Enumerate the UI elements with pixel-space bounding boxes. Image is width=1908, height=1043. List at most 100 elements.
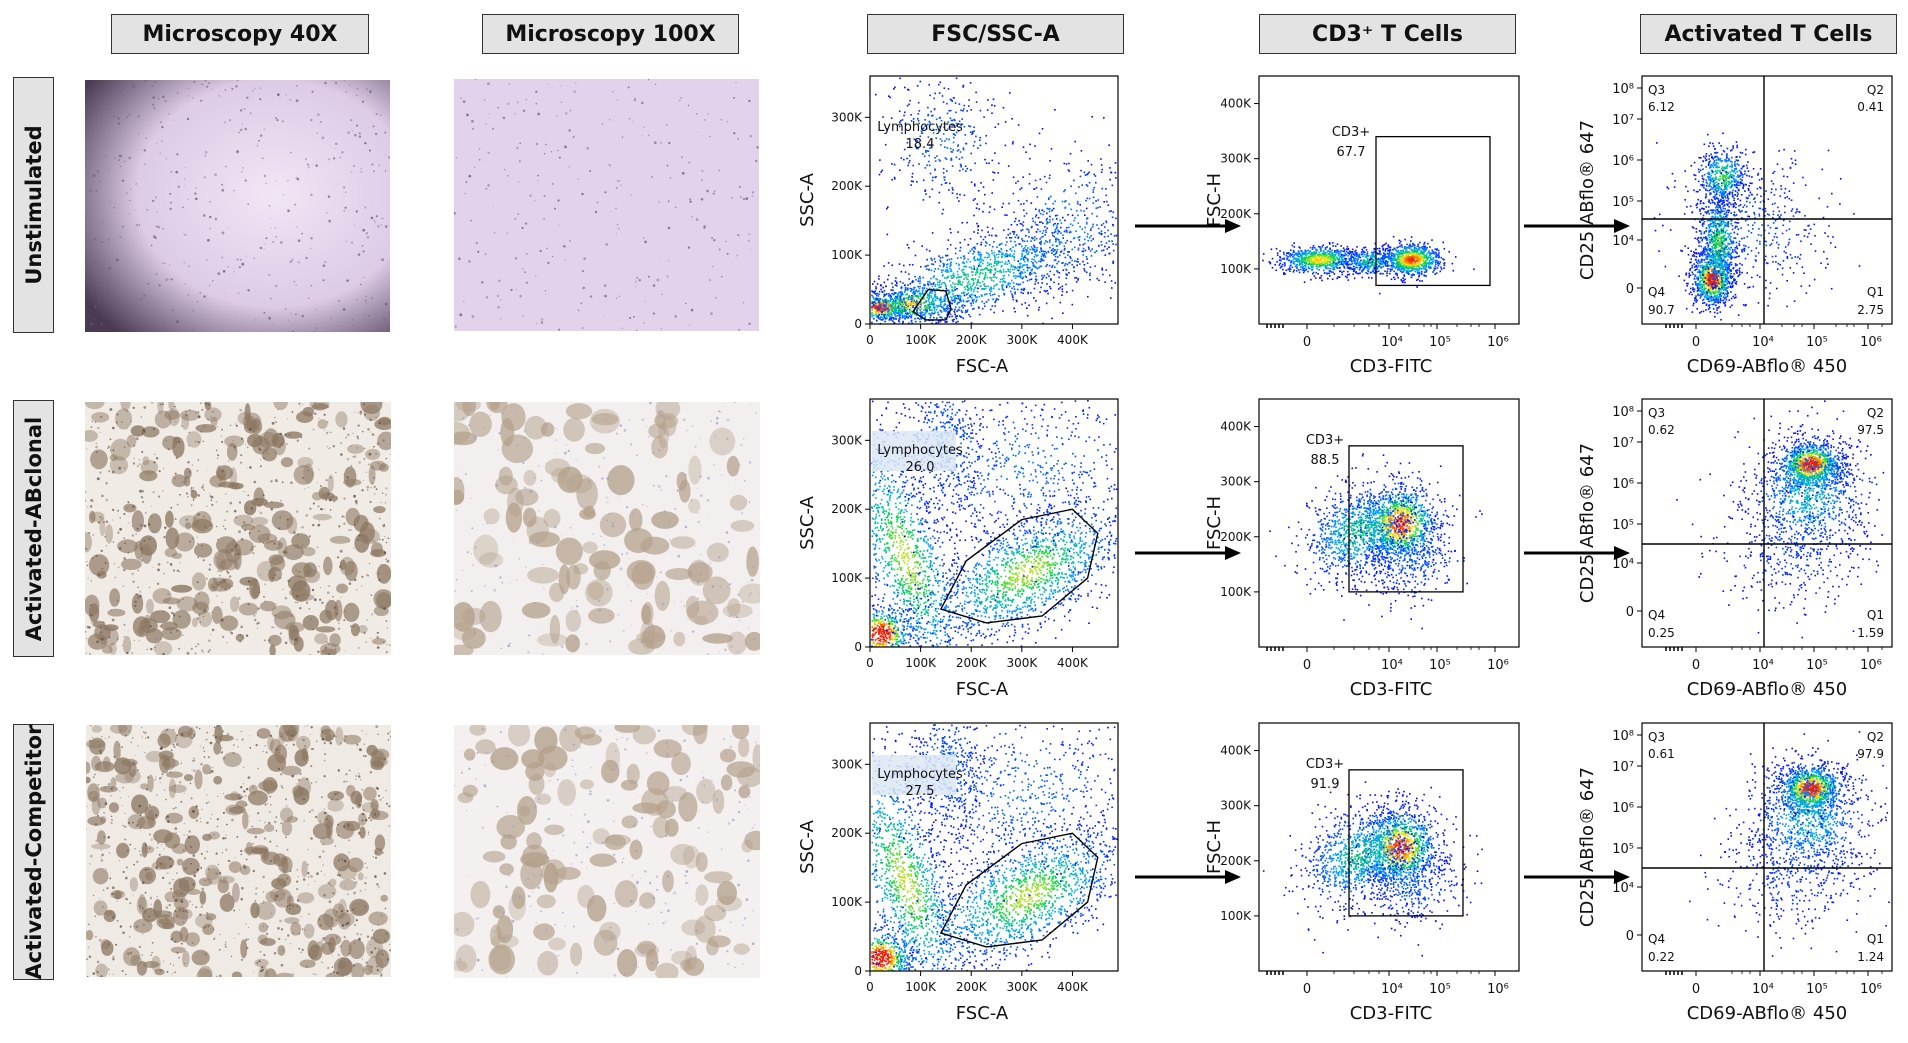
y-tick-label: 10⁷ xyxy=(1612,436,1634,451)
quadrant-q2-percent: 97.5 xyxy=(1857,423,1884,437)
microscopy-40x-activated-abclonal-image xyxy=(85,402,391,655)
microscopy-40x-activated-competitor-image xyxy=(86,725,391,977)
x-tick-label: 300K xyxy=(1006,980,1038,994)
y-tick-label: 300K xyxy=(1220,152,1252,166)
quadrant-q4-label: Q4 xyxy=(1648,932,1665,946)
cd3-events xyxy=(1269,453,1483,630)
quadrant-q1-percent: 2.75 xyxy=(1857,303,1884,317)
x-axis-label: FSC-A xyxy=(956,1003,1009,1024)
y-tick-label: 200K xyxy=(831,826,863,840)
y-tick-label: 10⁸ xyxy=(1612,82,1634,97)
x-tick-label: 10⁴ xyxy=(1381,658,1403,673)
y-axis-label: CD25 ABflo® 647 xyxy=(1577,443,1598,603)
x-tick-label: 0 xyxy=(1303,982,1311,997)
microscopy-40x-activated-competitor xyxy=(86,725,391,977)
cd3-gate-percent: 88.5 xyxy=(1311,453,1340,468)
x-tick-label: 0 xyxy=(1692,982,1700,997)
microscopy-100x-unstimulated xyxy=(454,79,759,331)
x-axis-label: FSC-A xyxy=(956,356,1009,377)
x-tick-label: 400K xyxy=(1057,333,1089,347)
y-tick-label: 0 xyxy=(854,964,862,978)
activation-events xyxy=(1653,132,1861,321)
cd3-gate-percent: 91.9 xyxy=(1311,777,1340,792)
lymphocyte-gate xyxy=(939,508,1099,624)
y-tick-label: 200K xyxy=(1220,530,1252,544)
x-tick-label: 200K xyxy=(956,980,988,994)
cd3-gate xyxy=(1348,769,1464,917)
plot-frame xyxy=(869,75,1119,325)
plot-frame xyxy=(869,722,1119,972)
x-tick-label: 0 xyxy=(866,333,874,347)
x-tick-label: 10⁶ xyxy=(1860,658,1882,673)
lymphocyte-gate-label: Lymphocytes xyxy=(877,120,963,135)
quadrant-q3-percent: 0.61 xyxy=(1648,747,1675,761)
x-tick-label: 10⁵ xyxy=(1429,335,1451,350)
x-tick-label: 300K xyxy=(1006,333,1038,347)
y-axis-label: CD25 ABflo® 647 xyxy=(1577,767,1598,927)
activation-events xyxy=(1689,731,1890,957)
x-tick-label: 200K xyxy=(956,333,988,347)
quadrant-q2-percent: 97.9 xyxy=(1857,747,1884,761)
y-tick-label: 300K xyxy=(831,110,863,124)
x-tick-label: 10⁴ xyxy=(1381,335,1403,350)
x-tick-label: 0 xyxy=(866,656,874,670)
x-tick-label: 100K xyxy=(905,333,937,347)
cd3-events xyxy=(1262,781,1483,957)
y-tick-label: 300K xyxy=(1220,799,1252,813)
x-axis-label: CD3-FITC xyxy=(1350,1003,1433,1024)
y-tick-label: 10⁸ xyxy=(1612,729,1634,744)
x-tick-label: 10⁴ xyxy=(1752,658,1774,673)
quadrant-q2-percent: 0.41 xyxy=(1857,100,1884,114)
activation-plot-activated-competitor: Q3 0.61 Q2 97.9 Q4 0.22 Q1 1.24 0 10⁴ 10⁵ 10⁶ 0 10⁴ 10… xyxy=(1577,722,1893,1024)
y-tick-label: 10⁵ xyxy=(1612,842,1634,857)
quadrant-q2-label: Q2 xyxy=(1867,406,1884,420)
activation-events xyxy=(1676,400,1885,639)
y-tick-label: 10⁶ xyxy=(1612,477,1634,492)
column-header-microscopy-40x: Microscopy 40X xyxy=(111,14,369,54)
cd3-events xyxy=(1262,235,1475,295)
y-tick-label: 100K xyxy=(1220,909,1252,923)
quadrant-q4-percent: 90.7 xyxy=(1648,303,1675,317)
arrow-right-icon xyxy=(1135,546,1241,560)
y-tick-label: 10⁶ xyxy=(1612,801,1634,816)
x-axis-label: CD3-FITC xyxy=(1350,356,1433,377)
quadrant-q3-label: Q3 xyxy=(1648,83,1665,97)
y-tick-label: 200K xyxy=(831,502,863,516)
cd3-gate-label: CD3+ xyxy=(1306,433,1344,448)
gate-label-box xyxy=(872,431,956,471)
x-tick-label: 0 xyxy=(1303,335,1311,350)
microscopy-100x-activated-competitor xyxy=(454,725,760,978)
lymphocyte-gate-label: Lymphocytes xyxy=(877,767,963,782)
y-tick-label: 0 xyxy=(854,317,862,331)
x-axis-label: FSC-A xyxy=(956,679,1009,700)
lymphocyte-gate xyxy=(939,832,1099,948)
x-tick-label: 400K xyxy=(1057,656,1089,670)
quadrant-q4-percent: 0.22 xyxy=(1648,950,1675,964)
x-tick-label: 10⁴ xyxy=(1752,335,1774,350)
fsc-ssc-plot-unstimulated: Lymphocytes 18.4 0 100K 200K 300K 400K 0 100K 200… xyxy=(797,75,1119,377)
lymphocyte-gate-label: Lymphocytes xyxy=(877,443,963,458)
y-tick-label: 300K xyxy=(831,757,863,771)
y-tick-label: 400K xyxy=(1220,420,1252,434)
plot-frame xyxy=(1641,398,1893,648)
microscopy-100x-unstimulated-image xyxy=(454,79,759,331)
y-tick-label: 200K xyxy=(1220,854,1252,868)
x-tick-label: 10⁵ xyxy=(1806,982,1828,997)
quadrant-q3-percent: 6.12 xyxy=(1648,100,1675,114)
quadrant-q3-label: Q3 xyxy=(1648,730,1665,744)
lymphocyte-gate-percent: 26.0 xyxy=(906,460,935,475)
quadrant-q1-label: Q1 xyxy=(1867,608,1884,622)
y-axis-label: SSC-A xyxy=(797,172,818,227)
y-tick-label: 10⁷ xyxy=(1612,760,1634,775)
quadrant-q4-percent: 0.25 xyxy=(1648,626,1675,640)
microscopy-100x-activated-abclonal xyxy=(454,402,760,655)
x-tick-label: 10⁵ xyxy=(1806,658,1828,673)
row-label-activated-competitor: Activated-Competitor xyxy=(13,724,54,980)
quadrant-q3-percent: 0.62 xyxy=(1648,423,1675,437)
y-tick-label: 300K xyxy=(1220,475,1252,489)
fsc-ssc-events xyxy=(871,724,1118,972)
gate-label-box xyxy=(872,755,956,795)
fsc-ssc-events xyxy=(871,77,1118,325)
x-tick-label: 300K xyxy=(1006,656,1038,670)
column-header-cd3-t-cells: CD3⁺ T Cells xyxy=(1259,14,1516,54)
